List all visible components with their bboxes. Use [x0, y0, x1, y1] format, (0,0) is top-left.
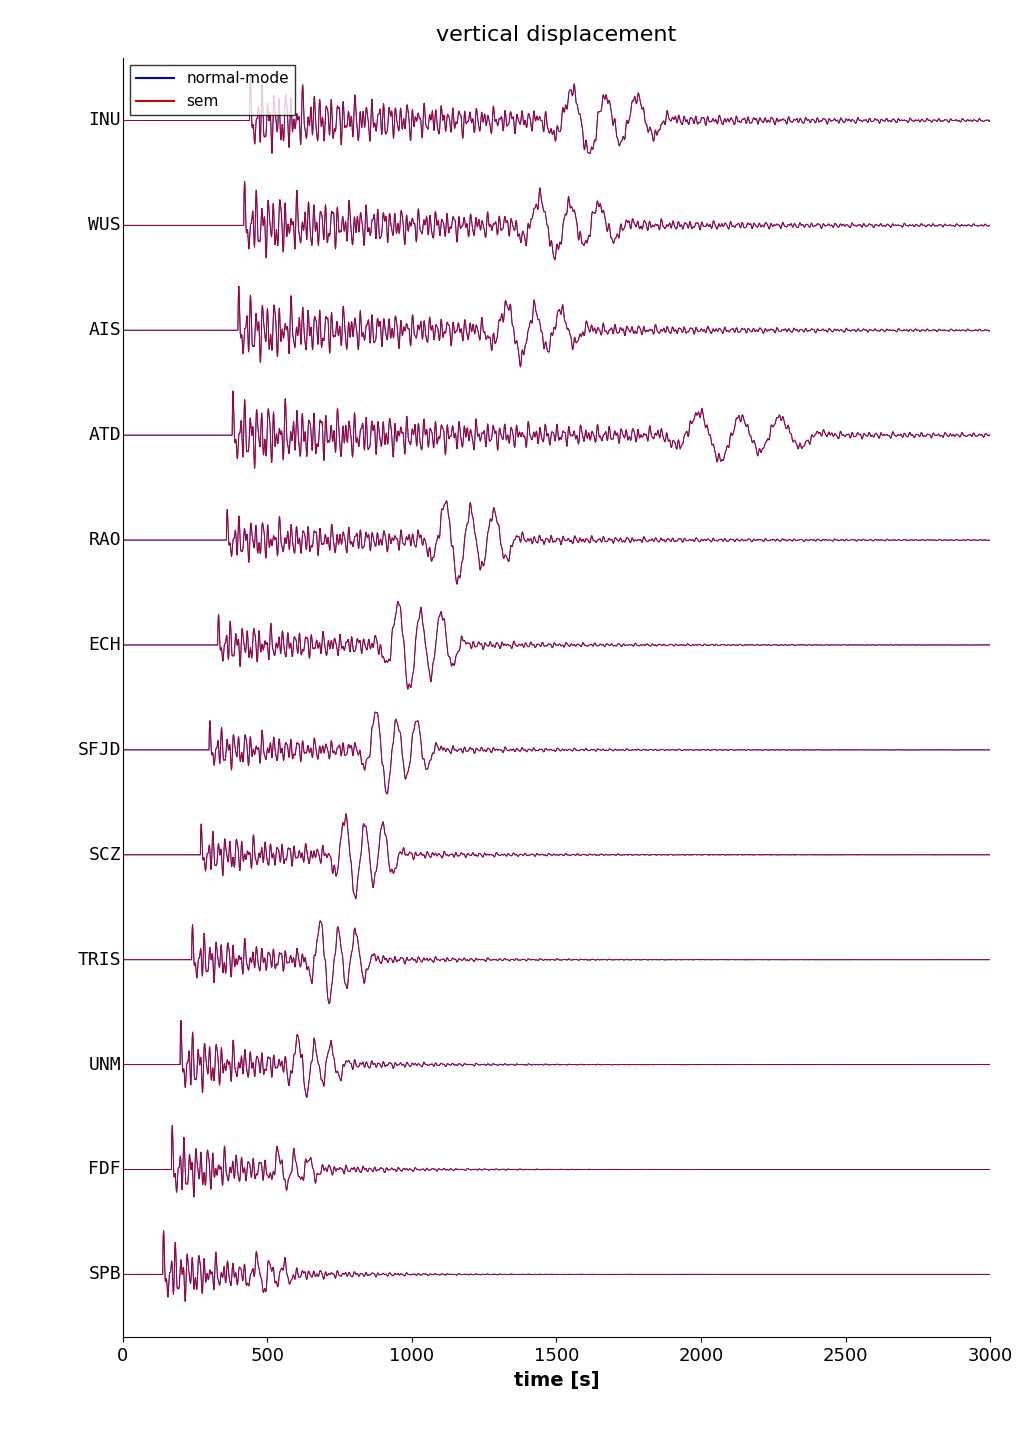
Text: UNM: UNM	[89, 1055, 121, 1074]
Text: AIS: AIS	[89, 321, 121, 339]
Text: ATD: ATD	[89, 426, 121, 444]
Legend: normal-mode, sem: normal-mode, sem	[130, 65, 295, 115]
Text: SPB: SPB	[89, 1265, 121, 1283]
Text: WUS: WUS	[89, 216, 121, 234]
Title: vertical displacement: vertical displacement	[436, 24, 677, 45]
Text: INU: INU	[89, 112, 121, 129]
Text: RAO: RAO	[89, 531, 121, 549]
Text: TRIS: TRIS	[78, 951, 121, 969]
Text: ECH: ECH	[89, 636, 121, 654]
Text: FDF: FDF	[89, 1160, 121, 1179]
Text: SCZ: SCZ	[89, 846, 121, 864]
Text: SFJD: SFJD	[78, 741, 121, 759]
X-axis label: time [s]: time [s]	[514, 1370, 599, 1389]
